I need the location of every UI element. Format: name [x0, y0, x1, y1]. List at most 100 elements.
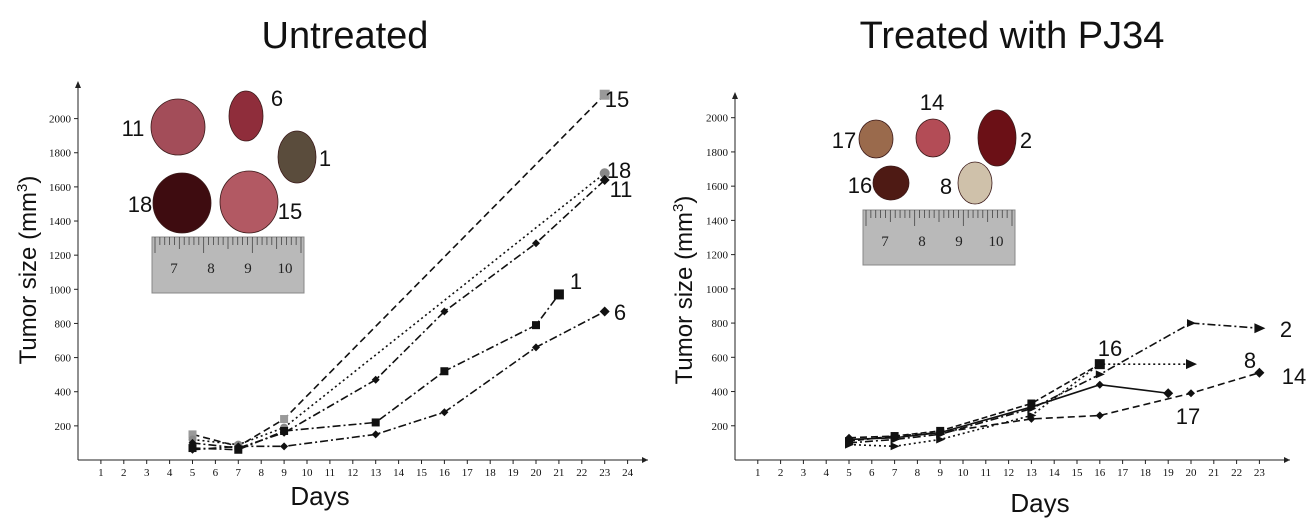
- series-label: 6: [614, 300, 626, 325]
- y-tick-label: 2000: [49, 114, 72, 126]
- ruler-label: 10: [278, 261, 293, 277]
- x-tick-label: 13: [370, 467, 382, 479]
- data-point: [599, 168, 610, 179]
- data-point: [188, 430, 197, 439]
- photo-label: 8: [940, 174, 952, 199]
- series-line: [192, 94, 606, 448]
- series-line: [848, 363, 1101, 442]
- series-label: 17: [1176, 404, 1200, 429]
- x-tick-label: 22: [1231, 467, 1242, 479]
- series-line: [848, 383, 1169, 441]
- data-point: [553, 289, 564, 300]
- tumor-photo: [152, 172, 212, 234]
- tumor-photo: [219, 170, 279, 234]
- x-tick-label: 7: [892, 467, 898, 479]
- x-tick-label: 7: [236, 467, 242, 479]
- tumor-photo: [915, 118, 951, 158]
- y-tick-label: 1200: [49, 250, 72, 262]
- ruler-label: 7: [881, 234, 889, 250]
- y-axis-label-sup: 3: [670, 204, 687, 212]
- y-tick-label: 1000: [49, 284, 72, 296]
- tumor-photo: [977, 109, 1017, 167]
- x-tick-label: 22: [576, 467, 587, 479]
- tumor-photo: [872, 165, 910, 201]
- y-tick-label: 800: [712, 318, 729, 330]
- series-label: 15: [605, 87, 629, 112]
- series-line: [848, 363, 1191, 448]
- x-tick-label: 10: [302, 467, 314, 479]
- x-tick-label: 5: [190, 467, 196, 479]
- data-point: [1187, 319, 1196, 328]
- x-tick-label: 20: [531, 467, 543, 479]
- ruler-label: 10: [989, 234, 1004, 250]
- y-tick-label: 1600: [49, 182, 72, 194]
- x-axis-arrow: [642, 457, 648, 463]
- x-tick-label: 19: [1163, 467, 1175, 479]
- x-tick-label: 15: [1072, 467, 1084, 479]
- y-axis-arrow: [732, 92, 738, 99]
- data-point: [1187, 389, 1195, 398]
- series-label: 14: [1282, 364, 1306, 389]
- data-point: [599, 89, 610, 100]
- y-tick-label: 200: [712, 421, 729, 433]
- series-label: 8: [1244, 348, 1256, 373]
- x-tick-label: 3: [144, 467, 150, 479]
- x-tick-label: 18: [485, 467, 497, 479]
- series-label: 11: [610, 177, 633, 202]
- data-point: [1027, 402, 1036, 411]
- data-point: [371, 430, 380, 439]
- y-axis-label-sup: 3: [14, 184, 31, 192]
- y-tick-label: 800: [55, 318, 72, 330]
- y-axis-label: Tumor size (mm3): [670, 196, 698, 385]
- ruler-label: 9: [244, 261, 252, 277]
- x-tick-label: 18: [1140, 467, 1152, 479]
- data-point: [234, 442, 243, 451]
- data-point: [440, 408, 449, 417]
- x-tick-label: 13: [1026, 467, 1038, 479]
- y-axis-label-text: Tumor size (mm: [671, 212, 698, 384]
- tumor-photo: [957, 161, 993, 205]
- x-tick-label: 12: [347, 467, 358, 479]
- data-point: [1027, 414, 1036, 423]
- x-tick-label: 9: [937, 467, 943, 479]
- chart-title: Treated with PJ34: [860, 15, 1165, 57]
- x-tick-label: 1: [98, 467, 104, 479]
- series-label: 1: [570, 269, 582, 294]
- data-point: [1254, 367, 1265, 378]
- ruler-label: 8: [918, 234, 926, 250]
- y-tick-label: 1000: [706, 284, 729, 296]
- y-tick-label: 1400: [706, 215, 729, 227]
- data-point: [188, 445, 197, 454]
- ruler-label: 8: [207, 261, 215, 277]
- x-tick-label: 24: [622, 467, 634, 479]
- data-point: [280, 442, 289, 451]
- data-point: [599, 175, 610, 186]
- series-label: 18: [607, 158, 631, 183]
- x-tick-label: 4: [823, 467, 829, 479]
- x-tick-label: 8: [258, 467, 264, 479]
- photo-label: 17: [832, 128, 856, 153]
- y-tick-label: 400: [712, 387, 729, 399]
- photo-label: 15: [278, 199, 302, 224]
- data-point: [890, 432, 899, 441]
- x-tick-label: 14: [393, 467, 405, 479]
- series-label: 2: [1280, 317, 1292, 342]
- y-tick-label: 2000: [706, 113, 729, 125]
- x-tick-label: 5: [846, 467, 852, 479]
- ruler-label: 7: [170, 261, 178, 277]
- x-tick-label: 12: [1003, 467, 1014, 479]
- panel-treated: Treated with PJ34 Days Tumor size (mm3) …: [670, 15, 1306, 518]
- data-point: [1163, 388, 1174, 399]
- x-tick-label: 17: [1117, 467, 1129, 479]
- x-axis-label: Days: [290, 481, 349, 511]
- photo-label: 6: [271, 86, 283, 111]
- x-axis-arrow: [1284, 457, 1290, 463]
- y-tick-label: 1800: [706, 147, 729, 159]
- x-tick-label: 20: [1186, 467, 1198, 479]
- tumor-photo: [150, 98, 206, 156]
- data-point: [1186, 359, 1197, 370]
- y-tick-label: 1800: [49, 148, 72, 160]
- photo-label: 1: [319, 146, 331, 171]
